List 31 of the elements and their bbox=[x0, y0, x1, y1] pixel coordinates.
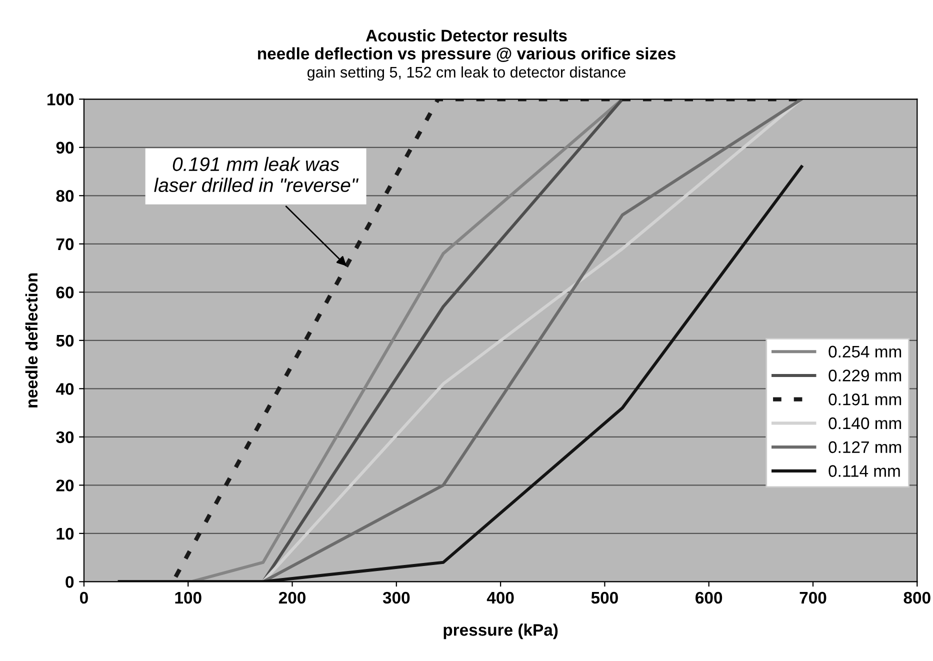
y-tick-label: 90 bbox=[56, 142, 74, 154]
x-tick-label: 100 bbox=[175, 592, 202, 604]
x-tick-label: 400 bbox=[486, 592, 514, 604]
chart-title: Acoustic Detector results needle deflection vs pressure @ various orifice sizes bbox=[258, 29, 676, 63]
x-axis-title: pressure (kPa) bbox=[444, 624, 558, 640]
y-tick-label: 60 bbox=[56, 286, 74, 298]
y-tick-label: 100 bbox=[47, 94, 74, 106]
y-tick-label: 40 bbox=[56, 383, 74, 395]
y-tick-label: 10 bbox=[56, 528, 74, 540]
y-tick-label: 0 bbox=[66, 576, 74, 588]
x-tick-label: 200 bbox=[278, 592, 306, 604]
y-tick-label: 30 bbox=[56, 431, 74, 444]
y-tick-label: 70 bbox=[56, 238, 74, 250]
x-tick-label: 0 bbox=[80, 592, 88, 604]
x-tick-label: 500 bbox=[591, 592, 618, 604]
y-tick-label: 50 bbox=[56, 334, 74, 347]
legend-label: 0.127 mm bbox=[828, 441, 902, 454]
x-tick-label: 600 bbox=[696, 592, 722, 604]
legend-label: 0.229 mm bbox=[828, 370, 902, 382]
legend-label: 0.254 mm bbox=[828, 346, 902, 358]
x-tick-label: 800 bbox=[904, 592, 930, 604]
y-axis-title: needle deflection bbox=[25, 273, 38, 408]
chart-subtitle: gain setting 5, 152 cm leak to detector distance bbox=[307, 66, 626, 81]
legend-label: 0.191 mm bbox=[828, 394, 902, 406]
y-tick-label: 80 bbox=[56, 190, 74, 202]
x-tick-label: 700 bbox=[800, 592, 826, 604]
legend-label: 0.114 mm bbox=[828, 465, 900, 477]
annotation: 0.191 mm leak was laser drilled in "reverse" bbox=[154, 156, 359, 192]
y-tick-label: 20 bbox=[56, 480, 74, 492]
x-tick-label: 300 bbox=[382, 592, 410, 604]
legend-label: 0.140 mm bbox=[828, 417, 902, 430]
